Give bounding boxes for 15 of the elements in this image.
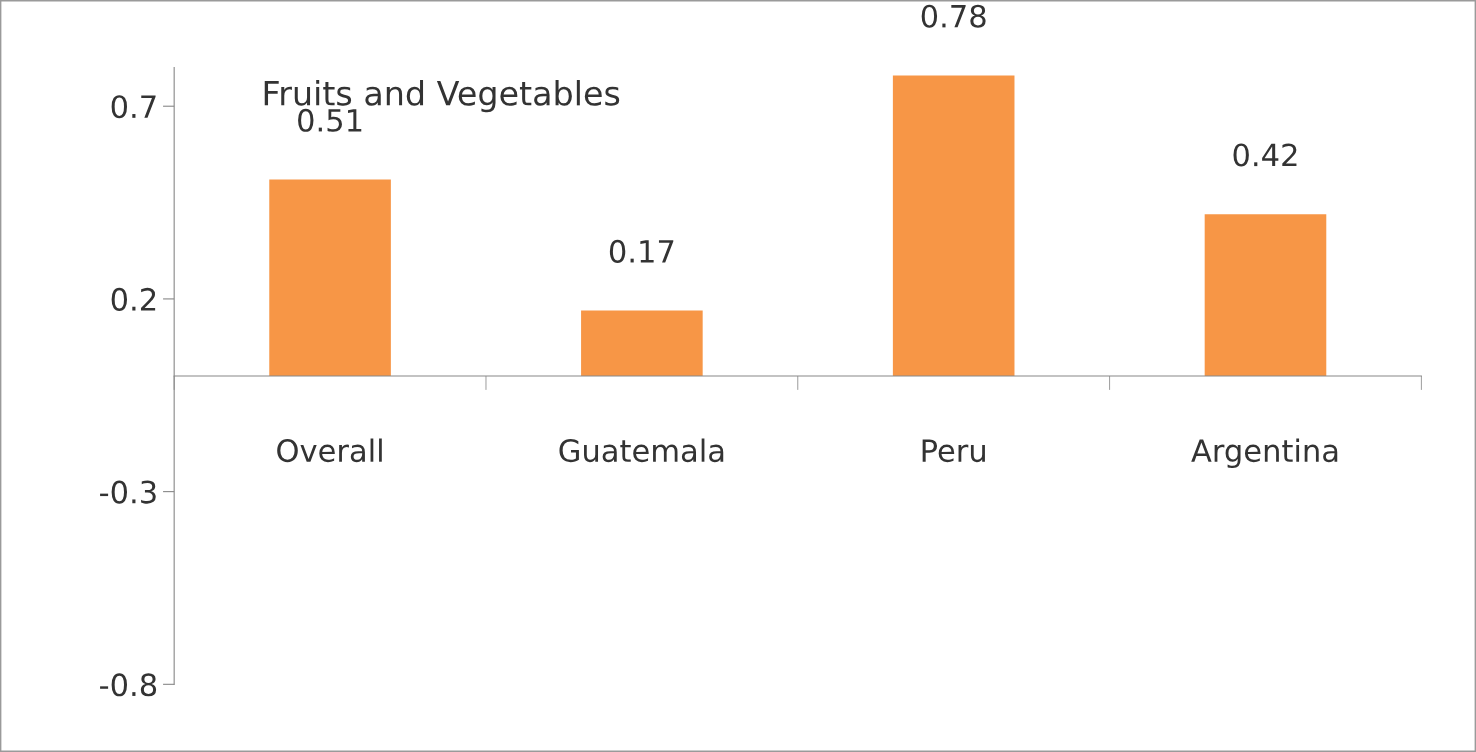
data-label: 0.42 (1233, 143, 1297, 167)
x-tick-label: Guatemala (559, 438, 724, 463)
bar (581, 310, 703, 376)
data-label: 0.78 (921, 4, 986, 28)
bar (892, 75, 1015, 376)
x-tick-label: Overall (277, 438, 382, 463)
x-tick-label: Peru (922, 439, 985, 463)
data-label: 0.17 (609, 239, 674, 263)
x-tick-label: Argentina (1191, 438, 1338, 469)
y-tick-label: 0.7 (111, 95, 156, 119)
bar (269, 179, 391, 376)
y-tick-label: 0.2 (111, 287, 156, 311)
y-tick-label: -0.8 (100, 673, 157, 697)
bar (1204, 214, 1327, 376)
y-tick-label: -0.3 (100, 480, 156, 504)
